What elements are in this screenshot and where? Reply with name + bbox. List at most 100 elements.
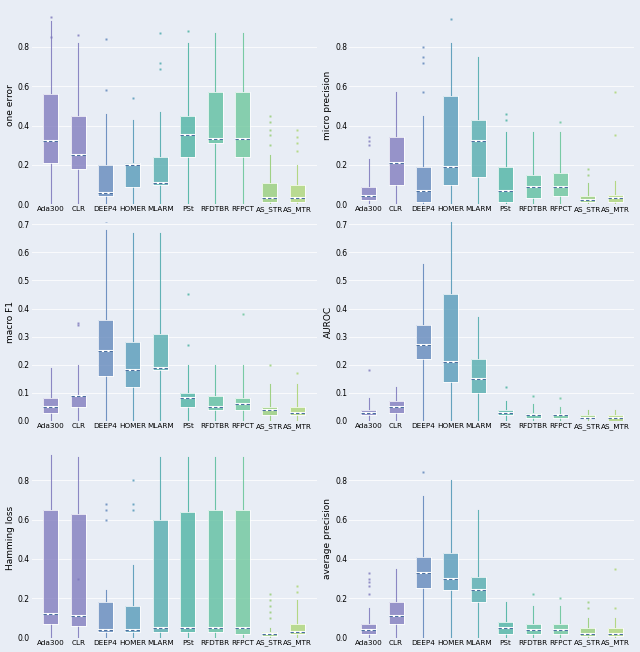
- Bar: [553, 415, 568, 418]
- Bar: [262, 407, 278, 415]
- Bar: [361, 624, 376, 634]
- Bar: [180, 393, 195, 407]
- Bar: [525, 624, 541, 634]
- Bar: [98, 602, 113, 632]
- Bar: [153, 520, 168, 632]
- Bar: [235, 398, 250, 409]
- Bar: [608, 194, 623, 202]
- Bar: [416, 557, 431, 588]
- Bar: [43, 94, 58, 163]
- Bar: [470, 359, 486, 393]
- Bar: [262, 632, 278, 636]
- Bar: [470, 120, 486, 177]
- Bar: [498, 409, 513, 415]
- Bar: [180, 512, 195, 632]
- Bar: [416, 557, 431, 588]
- Bar: [498, 409, 513, 415]
- Bar: [262, 183, 278, 202]
- Bar: [153, 157, 168, 185]
- Bar: [235, 92, 250, 157]
- Bar: [608, 194, 623, 202]
- Bar: [125, 163, 140, 186]
- Bar: [608, 415, 623, 421]
- Bar: [207, 92, 223, 143]
- Bar: [290, 185, 305, 202]
- Bar: [43, 510, 58, 624]
- Bar: [416, 325, 431, 359]
- Bar: [608, 628, 623, 636]
- Bar: [361, 186, 376, 200]
- Bar: [361, 186, 376, 200]
- Bar: [290, 407, 305, 415]
- Bar: [70, 396, 86, 407]
- Y-axis label: Hamming loss: Hamming loss: [6, 506, 15, 570]
- Bar: [290, 624, 305, 634]
- Bar: [70, 116, 86, 169]
- Bar: [43, 510, 58, 624]
- Bar: [98, 165, 113, 196]
- Bar: [525, 413, 541, 418]
- Bar: [444, 96, 458, 185]
- Bar: [180, 512, 195, 632]
- Bar: [262, 183, 278, 202]
- Bar: [235, 398, 250, 409]
- Bar: [125, 163, 140, 186]
- Bar: [125, 342, 140, 387]
- Bar: [388, 602, 404, 624]
- Bar: [608, 415, 623, 421]
- Bar: [262, 407, 278, 415]
- Bar: [580, 415, 595, 418]
- Bar: [553, 415, 568, 418]
- Bar: [388, 138, 404, 185]
- Bar: [43, 398, 58, 413]
- Bar: [388, 401, 404, 413]
- Bar: [444, 553, 458, 590]
- Bar: [98, 319, 113, 376]
- Bar: [470, 359, 486, 393]
- Bar: [235, 510, 250, 634]
- Bar: [153, 334, 168, 370]
- Bar: [553, 173, 568, 196]
- Bar: [525, 624, 541, 634]
- Bar: [388, 401, 404, 413]
- Bar: [153, 334, 168, 370]
- Bar: [235, 510, 250, 634]
- Bar: [98, 319, 113, 376]
- Bar: [498, 167, 513, 202]
- Bar: [580, 196, 595, 202]
- Bar: [580, 415, 595, 418]
- Bar: [553, 624, 568, 634]
- Bar: [470, 576, 486, 602]
- Bar: [207, 396, 223, 409]
- Bar: [416, 325, 431, 359]
- Bar: [416, 167, 431, 202]
- Bar: [207, 396, 223, 409]
- Bar: [525, 175, 541, 198]
- Bar: [361, 409, 376, 415]
- Bar: [608, 628, 623, 636]
- Bar: [207, 510, 223, 632]
- Bar: [125, 606, 140, 632]
- Bar: [525, 175, 541, 198]
- Bar: [207, 92, 223, 143]
- Bar: [525, 413, 541, 418]
- Bar: [498, 622, 513, 634]
- Bar: [70, 396, 86, 407]
- Bar: [444, 553, 458, 590]
- Y-axis label: average precision: average precision: [323, 497, 332, 579]
- Bar: [361, 624, 376, 634]
- Bar: [98, 165, 113, 196]
- Y-axis label: AUROC: AUROC: [323, 306, 332, 338]
- Bar: [43, 398, 58, 413]
- Bar: [180, 393, 195, 407]
- Bar: [444, 295, 458, 381]
- Bar: [262, 632, 278, 636]
- Bar: [498, 167, 513, 202]
- Y-axis label: one error: one error: [6, 84, 15, 126]
- Bar: [98, 602, 113, 632]
- Bar: [553, 173, 568, 196]
- Bar: [580, 628, 595, 636]
- Bar: [553, 624, 568, 634]
- Bar: [70, 514, 86, 626]
- Bar: [125, 606, 140, 632]
